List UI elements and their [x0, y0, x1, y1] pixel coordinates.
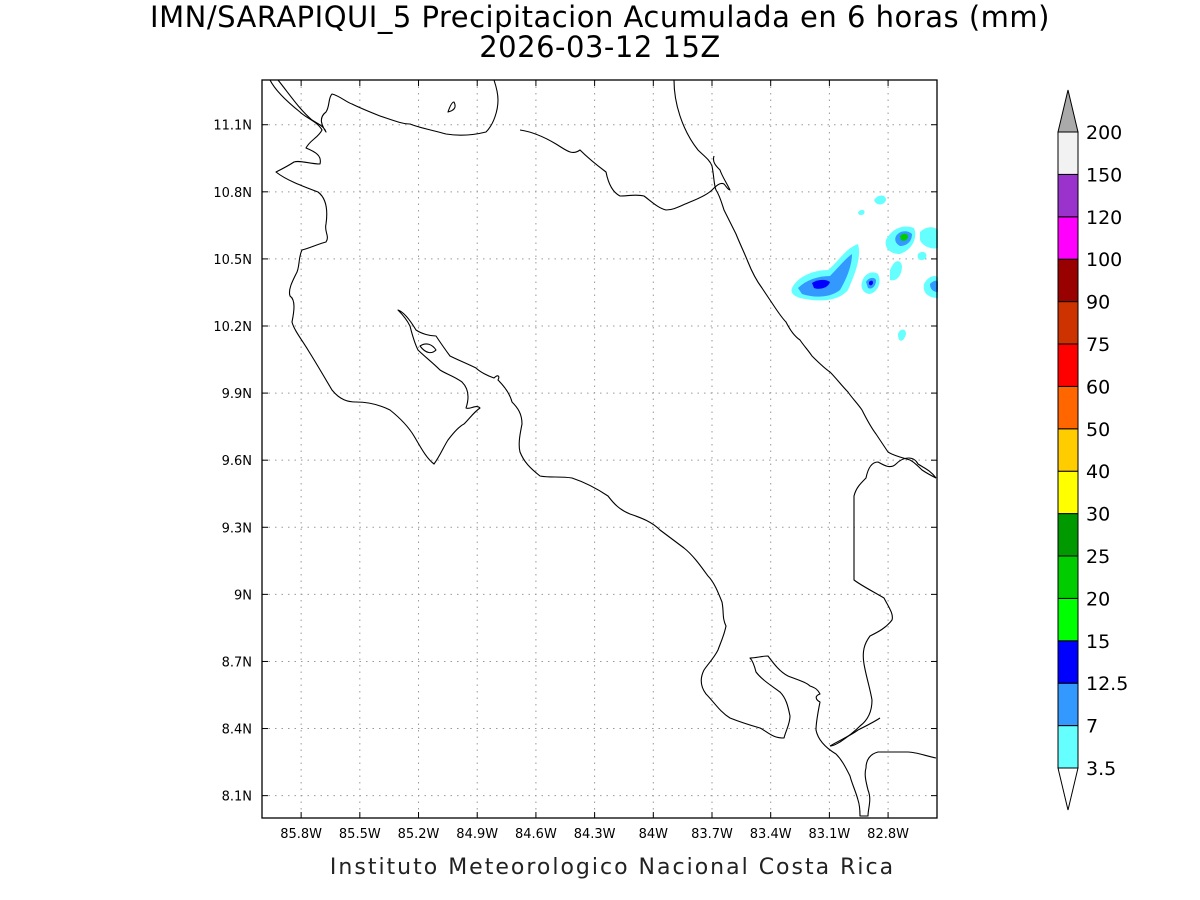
caribbean-border-north	[519, 129, 731, 211]
colorbar-swatch	[1057, 555, 1079, 599]
y-tick-label: 8.1N	[222, 790, 252, 805]
colorbar-swatch	[1057, 301, 1079, 345]
colorbar-label: 50	[1086, 419, 1110, 441]
coastlines	[269, 79, 937, 817]
colorbar-label: 7	[1086, 716, 1098, 738]
x-tick-label: 85.5W	[339, 827, 381, 842]
x-tick-label: 83.7W	[691, 827, 733, 842]
panama-border	[829, 457, 937, 747]
colorbar-label: 60	[1086, 376, 1110, 398]
precip-cell-b-heavy	[869, 280, 873, 286]
colorbar-label: 20	[1086, 588, 1110, 610]
y-axis-ticks: 8.1N 8.4N 8.7N 9N 9.3N 9.6N 9.9N 10.2N 10.5N 10.8…	[213, 119, 937, 805]
colorbar-swatch	[1057, 640, 1079, 684]
colorbar-swatch	[1057, 470, 1079, 515]
colorbar-swatch	[1057, 385, 1079, 430]
x-tick-label: 84W	[639, 827, 669, 842]
colorbar-label: 15	[1086, 631, 1110, 653]
colorbar-swatch	[1057, 343, 1079, 387]
colorbar-label: 3.5	[1086, 758, 1116, 780]
nicoya-island	[419, 343, 437, 354]
precip-cell-f	[858, 209, 865, 216]
precip-cell-h	[917, 251, 927, 261]
colorbar-bottom-arrow	[1057, 767, 1079, 811]
colorbar-swatch	[1057, 258, 1079, 303]
colorbar-label: 100	[1086, 249, 1122, 271]
y-tick-label: 9.9N	[222, 387, 252, 402]
colorbar-swatch	[1057, 725, 1079, 769]
colorbar-swatch	[1057, 513, 1079, 557]
colorbar-label: 150	[1086, 164, 1122, 186]
x-tick-label: 84.6W	[515, 827, 557, 842]
colorbar-swatch	[1057, 682, 1079, 727]
y-tick-label: 10.2N	[213, 320, 252, 335]
precip-cell-e	[874, 195, 886, 205]
x-tick-label: 85.8W	[280, 827, 322, 842]
y-tick-label: 10.5N	[213, 253, 252, 268]
precipitation-field	[791, 195, 938, 341]
colorbar-swatch	[1057, 173, 1079, 218]
x-tick-label: 85.2W	[398, 827, 440, 842]
x-tick-label: 84.3W	[574, 827, 616, 842]
colorbar-top-arrow	[1057, 89, 1079, 133]
pacific-coast-north	[269, 79, 937, 817]
y-tick-label: 8.4N	[222, 723, 252, 738]
caribbean-coast	[673, 79, 937, 479]
colorbar-label: 25	[1086, 546, 1110, 568]
title-line-2: 2026-03-12 15Z	[479, 30, 721, 64]
precip-cell-east	[920, 227, 938, 249]
precip-band-moderate	[798, 254, 852, 297]
colorbar-label: 75	[1086, 334, 1110, 356]
colorbar-swatch	[1057, 131, 1079, 175]
map-title: IMN/SARAPIQUI_5 Precipitacion Acumulada …	[0, 2, 1200, 62]
y-tick-label: 10.8N	[213, 186, 252, 201]
nicaragua-lake-shore	[277, 79, 499, 136]
colorbar-swatch	[1057, 428, 1079, 472]
lake-islet	[447, 101, 456, 113]
x-tick-label: 82.8W	[867, 827, 909, 842]
y-tick-label: 11.1N	[213, 119, 252, 134]
colorbar-label: 12.5	[1086, 673, 1128, 695]
footer-credit: Instituto Meteorologico Nacional Costa R…	[329, 855, 896, 880]
colorbar-label: 200	[1086, 122, 1122, 144]
precip-cell-c	[890, 261, 902, 281]
colorbar-label: 90	[1086, 292, 1110, 314]
colorbar-swatch	[1057, 216, 1079, 260]
x-tick-label: 83.4W	[750, 827, 792, 842]
y-tick-label: 9N	[234, 588, 252, 603]
y-tick-label: 9.6N	[222, 454, 252, 469]
y-tick-label: 8.7N	[222, 655, 252, 670]
x-axis-ticks: 85.8W 85.5W 85.2W 84.9W 84.6W 84.3W 84W 83.7W 83…	[280, 80, 909, 842]
precip-cell-d-moderate	[930, 280, 938, 292]
precip-cell-peak	[900, 233, 908, 241]
colorbar-label: 30	[1086, 504, 1110, 526]
x-tick-label: 84.9W	[456, 827, 498, 842]
map-frame	[261, 79, 938, 819]
precip-cell-g	[898, 329, 906, 341]
gridlines	[262, 80, 937, 818]
panama-coast-south	[829, 717, 881, 747]
precip-band-heavy	[812, 279, 830, 289]
colorbar-label: 120	[1086, 207, 1122, 229]
x-tick-label: 83.1W	[808, 827, 850, 842]
y-tick-label: 9.3N	[222, 521, 252, 536]
title-line-1: IMN/SARAPIQUI_5 Precipitacion Acumulada …	[150, 0, 1050, 34]
colorbar-legend: 3.5 7 12.5 15 20 25 30 40 50 60 75 90 100 120 150 200	[1057, 89, 1128, 811]
colorbar-swatch	[1057, 597, 1079, 642]
colorbar-label: 40	[1086, 461, 1110, 483]
